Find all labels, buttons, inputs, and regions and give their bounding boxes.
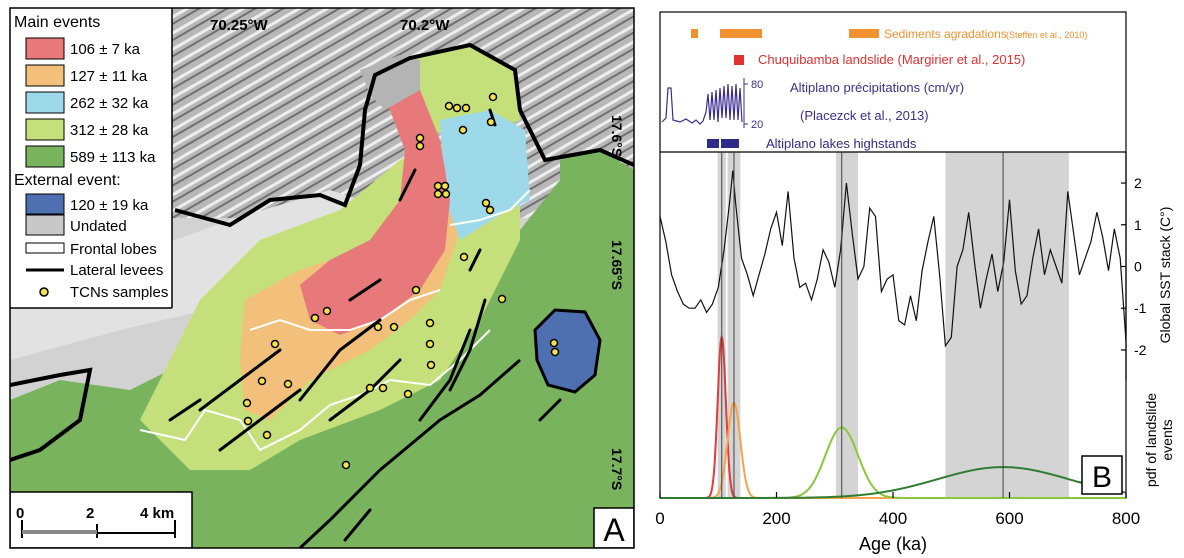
x-tick-label-1: 200 [762, 509, 790, 528]
sediment-bar-2 [720, 29, 762, 38]
panel-a-letter: A [603, 512, 625, 548]
scale-tick-4: 4 km [140, 505, 174, 522]
frontal-lobes-3 [449, 189, 531, 226]
legend-tcn-label: TCNs samples [70, 284, 168, 301]
event-vertical-lines [721, 152, 1004, 498]
chuqui-bar [734, 55, 744, 65]
legend-frontal-label: Frontal lobes [70, 241, 157, 258]
shaded-band-3 [945, 152, 1069, 498]
precip-tick-80: 80 [751, 79, 763, 91]
frontal-lobes-2 [249, 289, 441, 331]
x-axis-label: Age (ka) [859, 534, 927, 554]
landslide-boundary-south [298, 358, 521, 548]
legend-undated-swatch [25, 214, 65, 236]
lat-label-1: 17.6°S [609, 115, 625, 157]
legend-external-label: 120 ± 19 ka [70, 197, 149, 214]
precip-tick-20: 20 [751, 119, 763, 131]
legend-label-4: 589 ± 113 ka [70, 149, 156, 166]
legend-external-swatch [25, 193, 65, 215]
legend-swatch-4 [25, 145, 65, 168]
legend-frontal-swatch [25, 242, 65, 254]
legend-swatch-1 [25, 64, 65, 87]
legend-main-items: 106 ± 7 ka 127 ± 11 ka 262 ± 32 ka 312 ± 28… [25, 37, 156, 168]
sst-tick-label-0: 2 [1134, 175, 1142, 191]
deposit-106ka [300, 75, 450, 335]
legend-label-2: 262 ± 32 ka [70, 95, 149, 112]
lon-label-1: 70.25°W [210, 17, 269, 34]
legend-swatch-3 [25, 118, 65, 141]
sediments-ref: (Steffen et al., 2010) [1006, 30, 1087, 40]
lon-label-2: 70.2°W [400, 17, 450, 34]
deposit-undated [360, 55, 420, 110]
x-tick-label-3: 600 [995, 509, 1023, 528]
x-tick-label-4: 800 [1112, 509, 1140, 528]
pdf-y-label-line1: pdf of landslide [1143, 393, 1159, 487]
lakes-bar-2 [721, 139, 739, 148]
lakes-bar-1 [707, 139, 719, 148]
external-event-deposit [533, 308, 602, 394]
sst-tick-label-1: 1 [1134, 217, 1142, 233]
chuqui-label: Chuquibamba landslide (Margirier et al.,… [758, 52, 1025, 67]
lat-label-2: 17.65°S [609, 240, 625, 290]
panel-b-chart: Sediments agradations (Steffen et al., 2… [655, 11, 1175, 554]
sediment-bar-1 [691, 29, 698, 38]
legend-main-title: Main events [14, 14, 100, 31]
lat-label-3: 17.7°S [609, 448, 625, 490]
precip-ref: (Placezck et al., 2013) [800, 108, 929, 123]
legend-label-0: 106 ± 7 ka [70, 41, 141, 58]
sst-tick-label-4: -2 [1134, 342, 1147, 358]
legend-levees-label: Lateral levees [70, 262, 163, 279]
scale-tick-2: 2 [86, 505, 94, 522]
scale-bar-box [10, 491, 193, 548]
x-tick-label-0: 0 [655, 509, 664, 528]
landslide-boundary-north [174, 42, 634, 228]
sediment-bar-3 [849, 29, 879, 38]
legend-external-title: External event: [14, 172, 121, 189]
frontal-lobes [139, 329, 491, 452]
top-annotations: Sediments agradations (Steffen et al., 2… [661, 27, 1087, 151]
shaded-bands [717, 152, 1069, 498]
lakes-label: Altiplano lakes highstands [766, 136, 917, 151]
terrain-west [10, 190, 360, 360]
pdf-y-label-line2: events [1159, 419, 1175, 460]
sst-tick-label-2: 0 [1134, 259, 1142, 275]
legend-swatch-2 [25, 91, 65, 114]
x-axis-ticks: 0 200 400 600 800 [655, 492, 1140, 528]
lateral-levees [168, 108, 562, 542]
legend-swatch-0 [25, 37, 65, 60]
legend-label-1: 127 ± 11 ka [70, 68, 148, 85]
scale-tick-0: 0 [16, 505, 24, 522]
landslide-boundary-west [10, 367, 93, 462]
panel-b-letter: B [1092, 461, 1112, 494]
sediments-label: Sediments agradations [884, 27, 1007, 41]
x-tick-label-2: 400 [879, 509, 907, 528]
sst-y-ticks: 2 1 0 -1 -2 [1121, 175, 1147, 358]
panel-b-letter-box [1081, 455, 1123, 495]
tcn-samples [242, 92, 560, 470]
deposit-262ka [440, 110, 530, 240]
sst-tick-label-3: -1 [1134, 300, 1147, 316]
legend-undated-label: Undated [70, 218, 127, 235]
sst-y-label: Global SST stack (C°) [1157, 207, 1173, 344]
precip-series [661, 83, 743, 125]
legend-tcn-swatch [39, 287, 49, 297]
legend-label-3: 312 ± 28 ka [70, 122, 149, 139]
panel-a-map: Main events 106 ± 7 ka 127 ± 11 ka 262 ± 3… [10, 8, 634, 548]
panel-a-letter-box [593, 507, 634, 548]
precip-label: Altiplano précipitations (cm/yr) [790, 80, 964, 95]
pdf-curve-3 [660, 466, 1127, 499]
